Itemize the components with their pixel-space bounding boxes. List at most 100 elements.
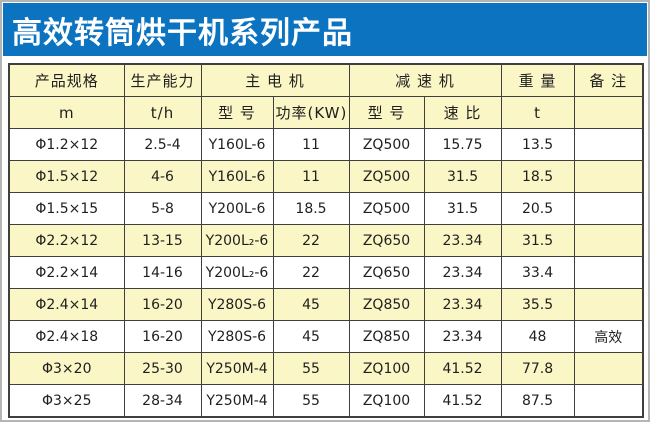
cell: 41.52 [423,384,502,418]
page-title: 高效转筒烘干机系列产品 [12,15,353,51]
table-row: Φ1.5×15 5-8 Y200L-6 18.5 ZQ500 31.5 20.5 [8,192,644,225]
cell: Y250M-4 [200,384,274,418]
cell: Y200L₂-6 [200,224,274,257]
cell: Φ2.4×18 [8,320,125,353]
table-row: Φ2.2×12 13-15 Y200L₂-6 22 ZQ650 23.34 31.5 [8,224,644,257]
column-header: 重 量 [500,63,575,97]
cell: 20.5 [500,192,575,225]
column-header: 生产能力 [123,63,202,97]
cell [573,160,644,193]
column-subheader: t [500,96,575,129]
cell: 31.5 [423,192,502,225]
table-row: Φ2.4×18 16-20 Y280S-6 45 ZQ850 23.34 48 高效 [8,320,644,353]
cell: 13-15 [123,224,202,257]
table-row: Φ2.4×14 16-20 Y280S-6 45 ZQ850 23.34 35.5 [8,288,644,321]
cell: 31.5 [500,224,575,257]
cell: ZQ650 [348,256,425,289]
cell: Φ2.2×12 [8,224,125,257]
table-row: Φ2.2×14 14-16 Y200L₂-6 22 ZQ650 23.34 33.4 [8,256,644,289]
cell: 5-8 [123,192,202,225]
cell: 18.5 [500,160,575,193]
cell: 23.34 [423,288,502,321]
cell: Y160L-6 [200,128,274,161]
table-head: 产品规格 生产能力主 电 机减 速 机重 量备 注 m t/h 型 号功率(KW) 型 号… [8,63,644,129]
cell: 23.34 [423,256,502,289]
cell: Φ1.2×12 [8,128,125,161]
cell: 14-16 [123,256,202,289]
cell: Φ1.5×15 [8,192,125,225]
cell [573,128,644,161]
cell: 23.34 [423,320,502,353]
cell: 11 [272,128,350,161]
cell: 33.4 [500,256,575,289]
cell: Y280S-6 [200,320,274,353]
cell: ZQ650 [348,224,425,257]
cell: 22 [272,256,350,289]
cell: 55 [272,352,350,385]
cell: 45 [272,288,350,321]
cell [573,224,644,257]
cell: 31.5 [423,160,502,193]
cell: 41.52 [423,352,502,385]
cell: Φ1.5×12 [8,160,125,193]
column-subheader: m [8,96,125,129]
cell: 35.5 [500,288,575,321]
cell: ZQ500 [348,128,425,161]
cell: 23.34 [423,224,502,257]
cell: 11 [272,160,350,193]
cell: 16-20 [123,320,202,353]
table-row: Φ3×25 28-34 Y250M-4 55 ZQ100 41.52 87.5 [8,384,644,418]
column-subheader: 功率(KW) [272,96,350,129]
column-header: 减 速 机 [348,63,502,97]
cell: Φ2.4×14 [8,288,125,321]
column-header: 主 电 机 [200,63,350,97]
column-subheader: 速 比 [423,96,502,129]
cell: Y280S-6 [200,288,274,321]
cell [573,192,644,225]
cell: ZQ500 [348,192,425,225]
column-subheader: 型 号 [348,96,425,129]
table-row: Φ3×20 25-30 Y250M-4 55 ZQ100 41.52 77.8 [8,352,644,385]
cell: Y200L-6 [200,192,274,225]
cell [573,384,644,418]
cell: ZQ500 [348,160,425,193]
cell: 48 [500,320,575,353]
cell: 45 [272,320,350,353]
table-row: Φ1.2×12 2.5-4 Y160L-6 11 ZQ500 15.75 13.5 [8,128,644,161]
cell: ZQ850 [348,288,425,321]
cell: 高效 [573,320,644,353]
cell: 25-30 [123,352,202,385]
cell: 22 [272,224,350,257]
header-row-group: 产品规格 生产能力主 电 机减 速 机重 量备 注 [8,63,644,97]
cell: Φ2.2×14 [8,256,125,289]
cell: ZQ100 [348,352,425,385]
cell [573,352,644,385]
cell: 15.75 [423,128,502,161]
cell: Φ3×20 [8,352,125,385]
table-body: Φ1.2×12 2.5-4 Y160L-6 11 ZQ500 15.75 13.5 Φ1.5×… [8,128,644,418]
cell: 4-6 [123,160,202,193]
cell: 55 [272,384,350,418]
column-header: 备 注 [573,63,644,97]
cell: ZQ100 [348,384,425,418]
cell: ZQ850 [348,320,425,353]
table-row: Φ1.5×12 4-6 Y160L-6 11 ZQ500 31.5 18.5 [8,160,644,193]
cell: Y160L-6 [200,160,274,193]
cell: 13.5 [500,128,575,161]
cell: 16-20 [123,288,202,321]
cell: Φ3×25 [8,384,125,418]
column-subheader: 型 号 [200,96,274,129]
cell: 28-34 [123,384,202,418]
cell: 2.5-4 [123,128,202,161]
cell: Y250M-4 [200,352,274,385]
column-subheader: t/h [123,96,202,129]
cell: 18.5 [272,192,350,225]
cell: Y200L₂-6 [200,256,274,289]
title-bar: 高效转筒烘干机系列产品 [3,3,647,56]
spec-table: 产品规格 生产能力主 电 机减 速 机重 量备 注 m t/h 型 号功率(KW) 型 号… [8,63,645,418]
column-header: 产品规格 [8,63,125,97]
cell [573,288,644,321]
cell: 87.5 [500,384,575,418]
cell: 77.8 [500,352,575,385]
